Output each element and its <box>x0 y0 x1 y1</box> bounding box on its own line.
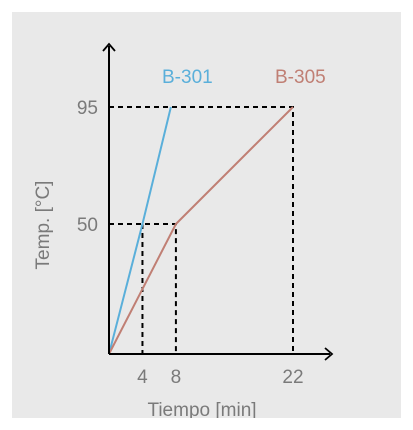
chart-panel: 4 8 22 50 95 B-301 B-305 Tiempo [min] Temp. … <box>12 12 401 418</box>
series-line-b-301 <box>108 106 172 355</box>
y-tick-labels: 50 95 <box>77 98 98 236</box>
series-label-b-305: B-305 <box>275 67 326 88</box>
guide-line <box>109 106 294 354</box>
x-tick-label: 4 <box>137 367 148 388</box>
series-label-b-301: B-301 <box>162 67 213 88</box>
x-tick-label: 22 <box>282 367 303 388</box>
y-tick-label: 50 <box>77 215 98 236</box>
guide-lines <box>109 106 294 354</box>
x-tick-labels: 4 8 22 <box>137 367 303 388</box>
y-tick-label: 95 <box>77 98 98 119</box>
x-axis-label: Tiempo [min] <box>147 400 256 418</box>
temperature-time-chart: 4 8 22 50 95 B-301 B-305 Tiempo [min] Temp. … <box>33 42 334 418</box>
series-line-b-305 <box>108 106 294 355</box>
y-axis-label: Temp. [°C] <box>33 181 54 270</box>
series-lines <box>108 106 294 355</box>
x-tick-label: 8 <box>171 367 182 388</box>
series-labels: B-301 B-305 <box>162 67 326 88</box>
